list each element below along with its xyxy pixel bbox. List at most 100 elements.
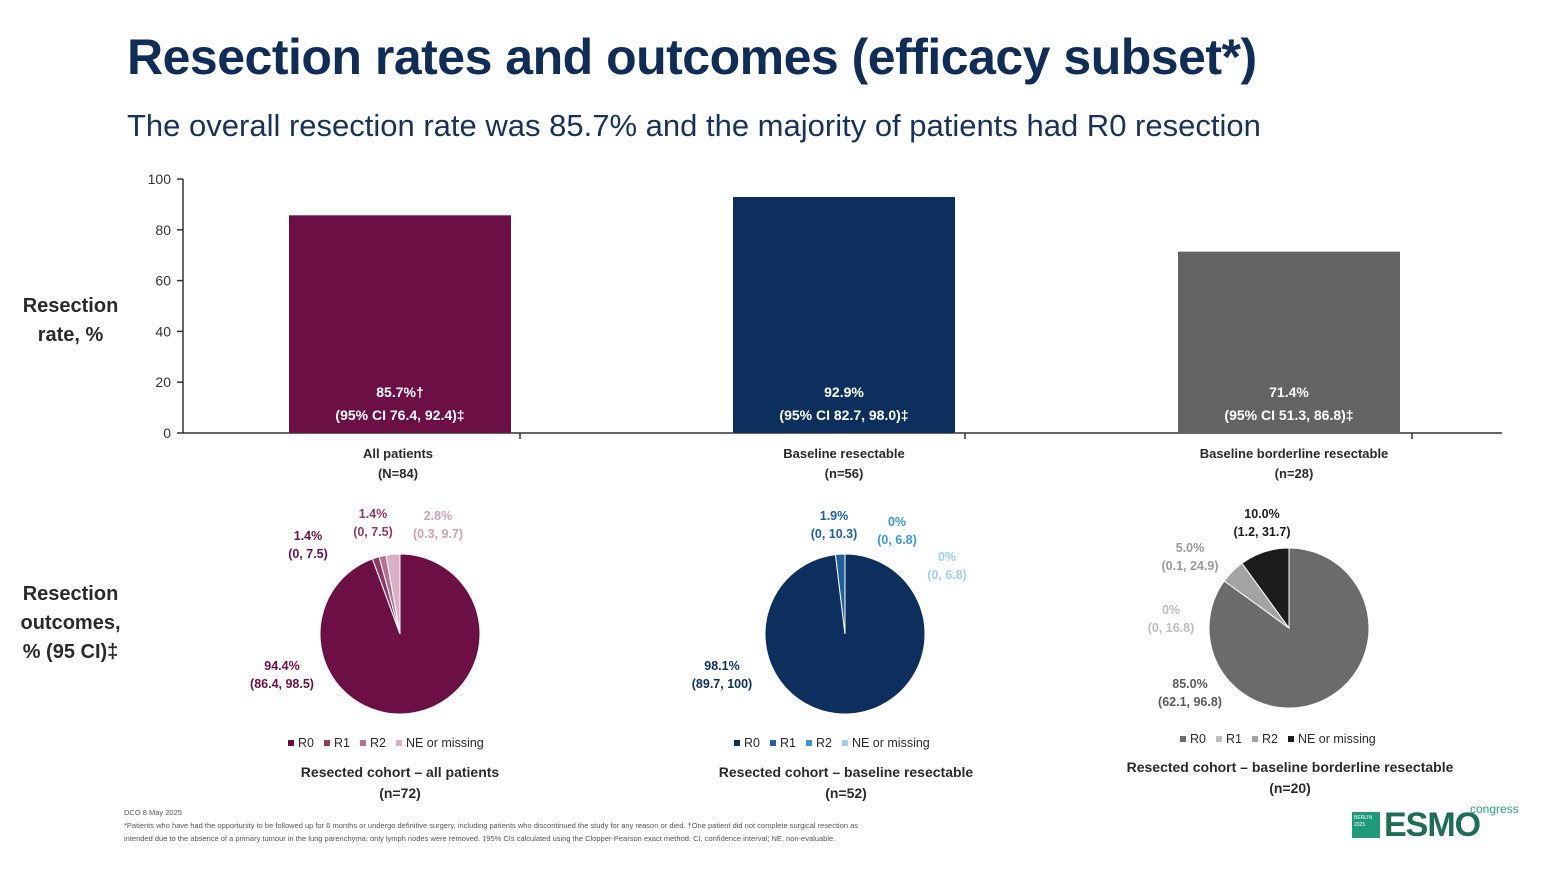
legend-swatch bbox=[323, 740, 330, 746]
pie-label-pct: 0% bbox=[887, 515, 907, 529]
y-axis-label-line2: rate, % bbox=[37, 324, 104, 346]
legend-swatch bbox=[1215, 736, 1222, 742]
pie-slice-ne-or-missing bbox=[385, 553, 401, 635]
pie-label-pct: 98.1% bbox=[704, 659, 740, 673]
page-title: Resection rates and outcomes (efficacy s… bbox=[127, 29, 1257, 85]
legend-label: R0 bbox=[298, 736, 314, 750]
pie-label-pct: 5.0% bbox=[1175, 541, 1205, 555]
y-tick-label: 80 bbox=[155, 222, 171, 238]
legend-label: R2 bbox=[815, 736, 832, 750]
legend-label: R1 bbox=[333, 736, 350, 750]
legend-label: NE or missing bbox=[1297, 732, 1376, 746]
pie3-label-r2: 5.0% (0.1, 24.9) bbox=[1145, 539, 1235, 575]
bar-chart: 0 20 40 60 80 100 85.7%† (95% CI 76.4, 92.4)‡ 92… bbox=[148, 171, 1502, 441]
legend-label: R0 bbox=[1190, 732, 1206, 746]
cohort-n: (n=20) bbox=[1269, 780, 1311, 796]
pie-label-ci: (0, 10.3) bbox=[810, 527, 858, 541]
pie2-label-r2: 0% (0, 6.8) bbox=[862, 513, 932, 549]
esmo-congress: congress bbox=[1470, 802, 1519, 816]
outcomes-label-line1: Resection bbox=[22, 583, 119, 605]
bar bbox=[289, 215, 511, 433]
pie-slice-r1 bbox=[834, 553, 846, 635]
cohort-title-borderline: Resected cohort – baseline borderline re… bbox=[1080, 757, 1500, 799]
legend-item: R0 bbox=[734, 736, 760, 750]
pie-label-pct: 0% bbox=[1161, 603, 1181, 617]
legend-item: R1 bbox=[1215, 732, 1242, 746]
pie-label-pct: 94.4% bbox=[264, 659, 300, 673]
esmo-logo: BERLIN 2025 ESMO congress bbox=[1352, 800, 1527, 848]
pie-label-ci: (0, 16.8) bbox=[1147, 621, 1195, 635]
pie-label-pct: 10.0% bbox=[1244, 507, 1280, 521]
legend-item: R0 bbox=[1180, 732, 1206, 746]
category-n: (n=56) bbox=[824, 466, 864, 481]
pie-label-pct: 1.4% bbox=[293, 529, 323, 543]
cohort-name: Resected cohort – baseline resectable bbox=[718, 764, 974, 780]
legend-swatch bbox=[805, 740, 812, 746]
pie1-label-r1: 1.4% (0, 7.5) bbox=[268, 527, 348, 563]
pie2-label-ne: 0% (0, 6.8) bbox=[912, 548, 982, 584]
legend-swatch bbox=[395, 740, 402, 746]
cohort-n: (n=52) bbox=[825, 785, 867, 801]
legend-swatch bbox=[1287, 736, 1294, 742]
pie-label-ci: (86.4, 98.5) bbox=[250, 677, 314, 691]
legend-label: NE or missing bbox=[405, 736, 484, 750]
footnotes: DCO 8 May 2025 *Patients who have had th… bbox=[124, 806, 1224, 845]
pie1-label-r0: 94.4% (86.4, 98.5) bbox=[222, 657, 342, 693]
pie3-label-r1: 0% (0, 16.8) bbox=[1136, 601, 1206, 637]
pie-label-pct: 2.8% bbox=[423, 509, 453, 523]
legend-swatch bbox=[288, 740, 294, 746]
pie-label-pct: 85.0% bbox=[1172, 677, 1208, 691]
category-n: (n=28) bbox=[1274, 466, 1314, 481]
pie-label-ci: (0.1, 24.9) bbox=[1161, 559, 1219, 573]
pie-label-ci: (0, 6.8) bbox=[877, 533, 917, 547]
category-name: Baseline resectable bbox=[783, 446, 905, 461]
bar bbox=[733, 197, 955, 433]
outcomes-label-line2: outcomes, bbox=[20, 612, 121, 634]
category-name: All patients bbox=[362, 446, 434, 461]
legend-swatch bbox=[841, 740, 848, 746]
esmo-wordmark: ESMO bbox=[1384, 806, 1481, 844]
bar-value-label: 85.7%† bbox=[376, 384, 423, 400]
cohort-title-resectable: Resected cohort – baseline resectable (n… bbox=[636, 762, 1056, 804]
legend-label: R2 bbox=[369, 736, 386, 750]
legend-item: R2 bbox=[359, 736, 386, 750]
bar-value-label: 71.4% bbox=[1269, 384, 1309, 400]
legend-borderline: R0 R1 R2 NE or missing bbox=[1180, 732, 1376, 746]
pie2-label-r0: 98.1% (89.7, 100) bbox=[672, 657, 772, 693]
pie-label-ci: (0, 7.5) bbox=[353, 525, 393, 539]
bar-ci-label: (95% CI 76.4, 92.4)‡ bbox=[335, 407, 464, 423]
legend-swatch bbox=[1251, 736, 1258, 742]
pie-label-ci: (62.1, 96.8) bbox=[1158, 695, 1222, 709]
category-n: (N=84) bbox=[377, 466, 419, 481]
bar-ci-label: (95% CI 82.7, 98.0)‡ bbox=[779, 407, 908, 423]
pie1-label-ne: 2.8% (0.3, 9.7) bbox=[400, 507, 476, 543]
pie-slice-ne-or-missing bbox=[1241, 547, 1290, 630]
legend-label: NE or missing bbox=[851, 736, 930, 750]
pie-label-ci: (89.7, 100) bbox=[691, 677, 753, 691]
cohort-name: Resected cohort – all patients bbox=[300, 764, 500, 780]
legend-label: R2 bbox=[1261, 732, 1278, 746]
category-label-resectable: Baseline resectable (n=56) bbox=[714, 444, 974, 484]
legend-item: R2 bbox=[1251, 732, 1278, 746]
legend-item: R1 bbox=[769, 736, 796, 750]
category-label-borderline: Baseline borderline resectable (n=28) bbox=[1164, 444, 1424, 484]
pie-label-ci: (1.2, 31.7) bbox=[1233, 525, 1291, 539]
page-subtitle: The overall resection rate was 85.7% and… bbox=[127, 108, 1261, 143]
legend-swatch bbox=[359, 740, 366, 746]
legend-item: NE or missing bbox=[841, 736, 930, 750]
legend-resectable: R0 R1 R2 NE or missing bbox=[734, 736, 930, 750]
legend-item: R2 bbox=[805, 736, 832, 750]
pie1-label-r2: 1.4% (0, 7.5) bbox=[333, 505, 413, 541]
outcomes-label: Resection outcomes, % (95 CI)‡ bbox=[8, 580, 133, 667]
pie-label-pct: 1.9% bbox=[819, 509, 849, 523]
legend-item: NE or missing bbox=[1287, 732, 1376, 746]
category-name: Baseline borderline resectable bbox=[1199, 446, 1389, 461]
footnote-line1: *Patients who have had the opportunity t… bbox=[124, 821, 859, 830]
pie3-label-ne: 10.0% (1.2, 31.7) bbox=[1217, 505, 1307, 541]
legend-swatch bbox=[1180, 736, 1186, 742]
esmo-badge: BERLIN 2025 bbox=[1352, 812, 1380, 838]
pie-label-pct: 1.4% bbox=[358, 507, 388, 521]
outcomes-label-line3: % (95 CI)‡ bbox=[22, 641, 119, 663]
legend-swatch bbox=[769, 740, 776, 746]
pie-charts bbox=[319, 547, 1370, 715]
